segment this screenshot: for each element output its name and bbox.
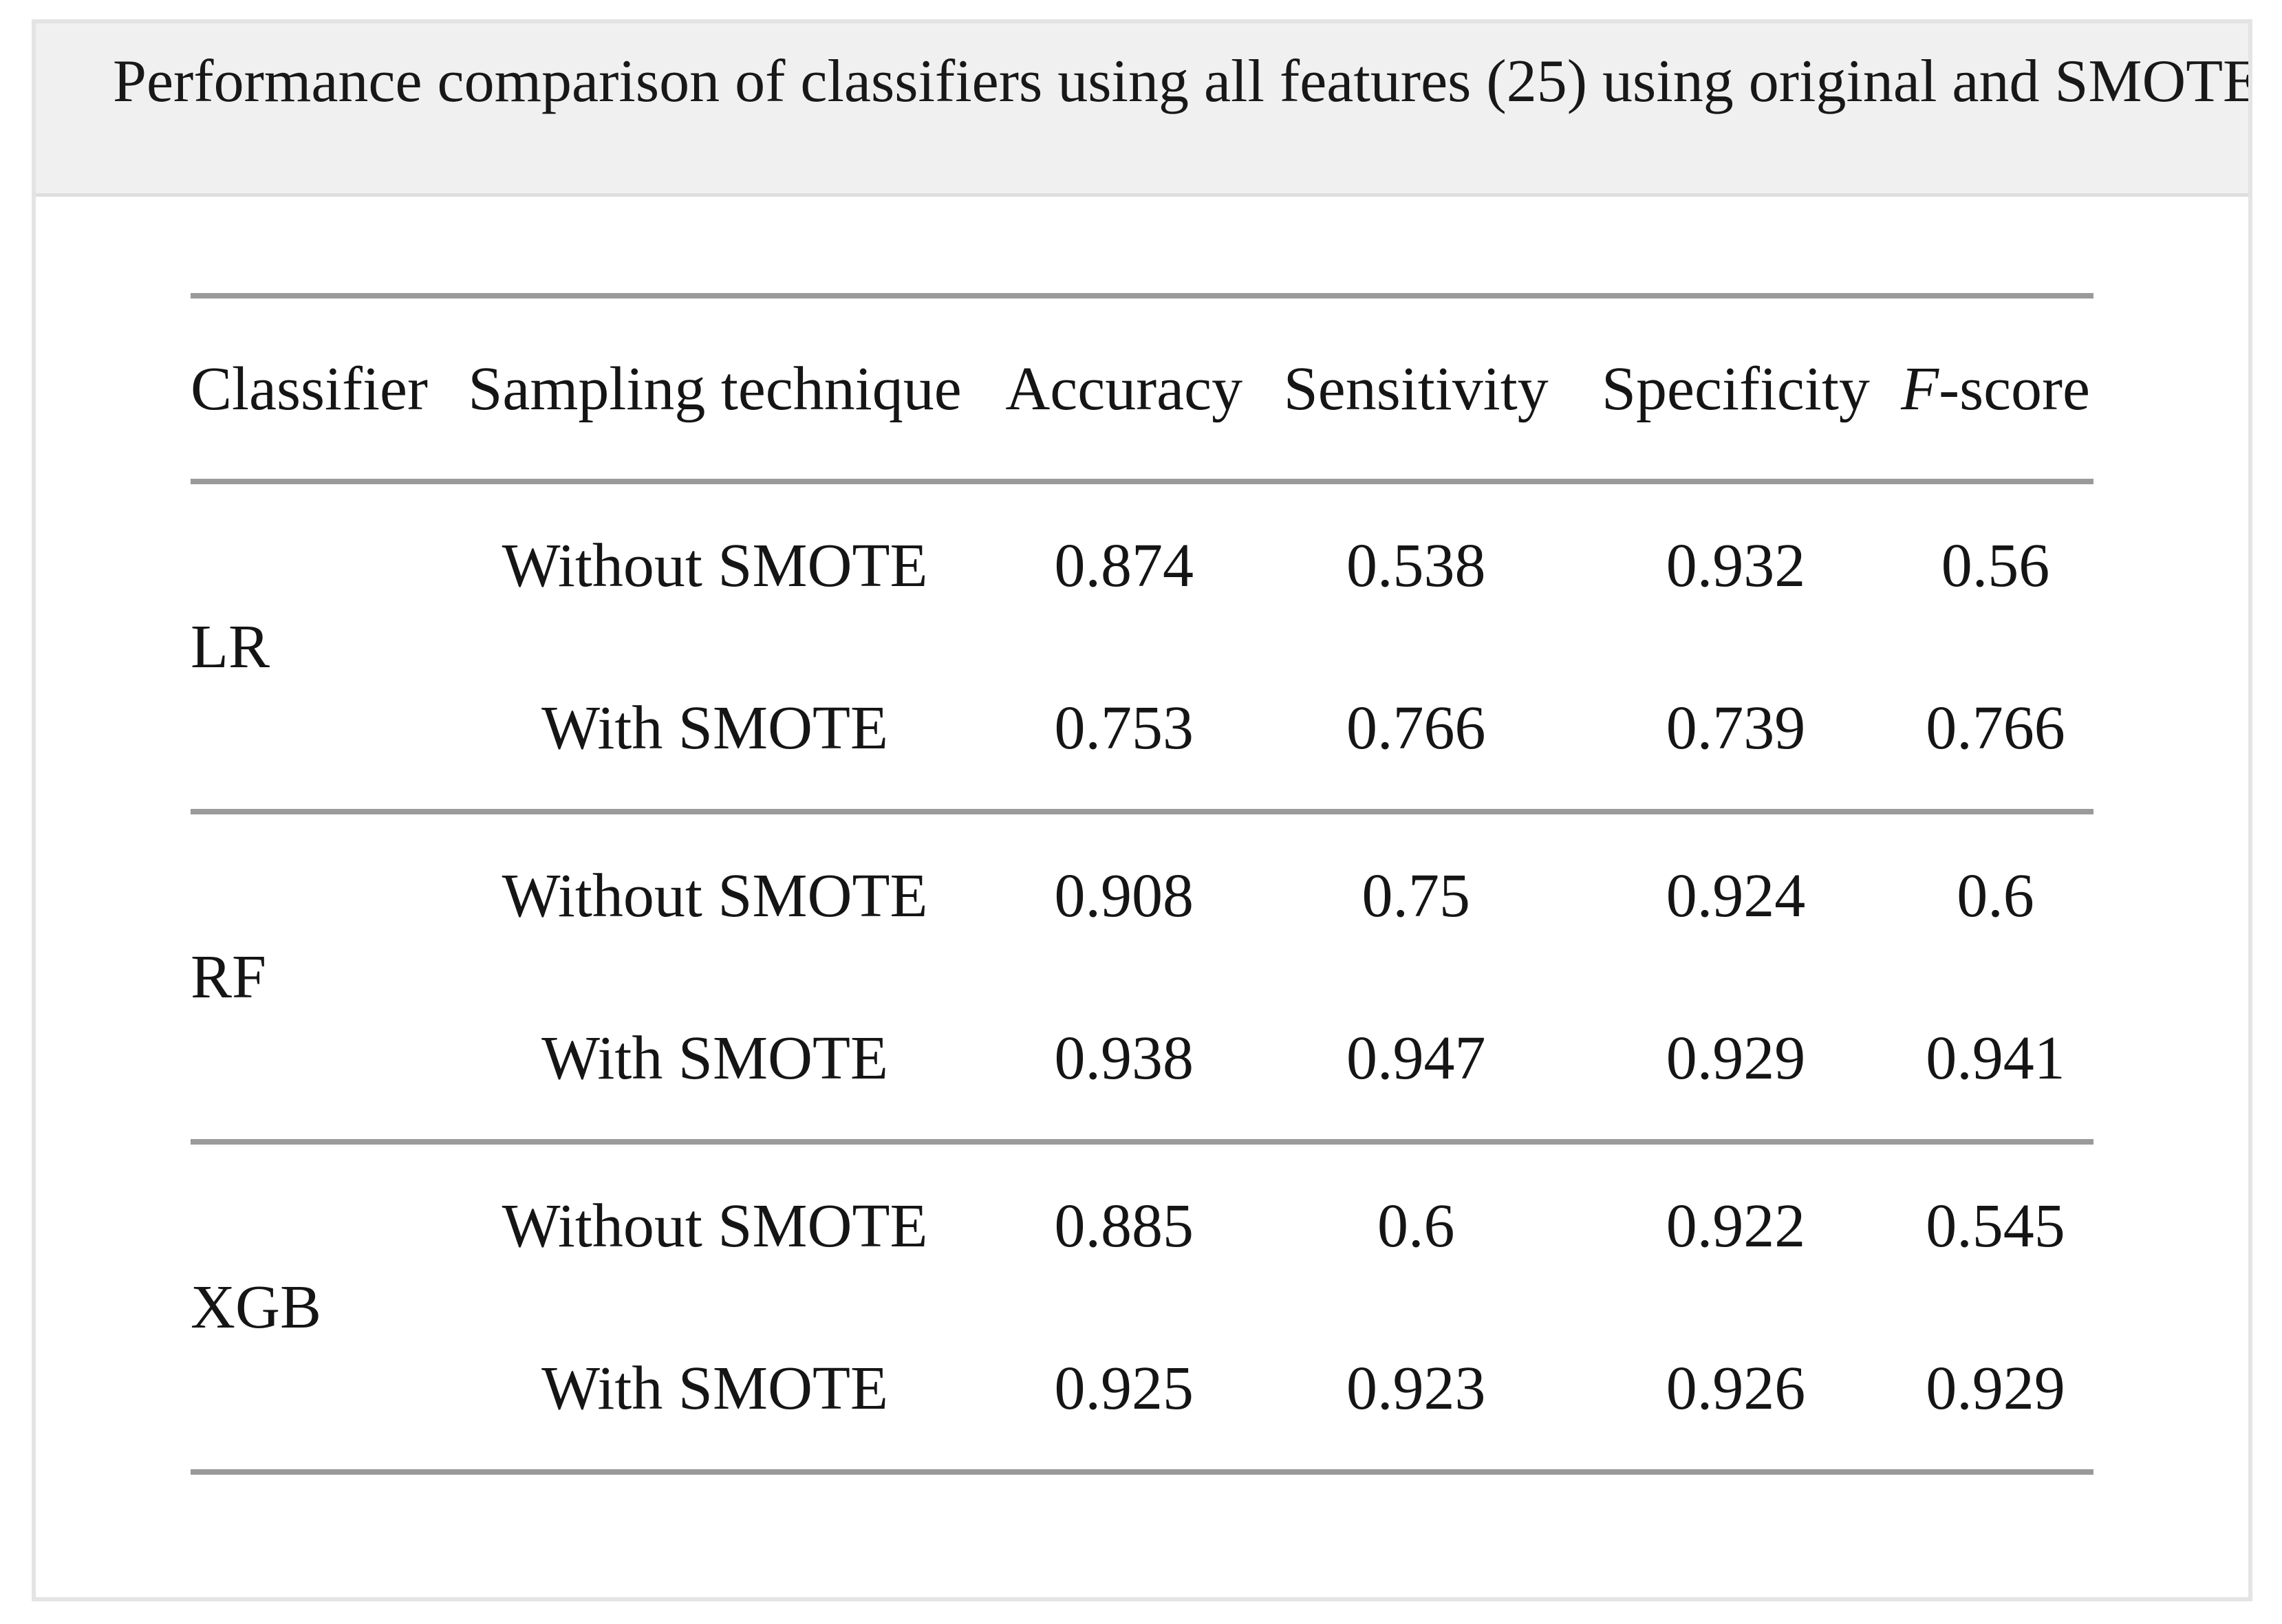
- value-cell: 0.885: [1054, 1191, 1194, 1260]
- section-xgb: XGB Without SMOTE 0.885 0.6 0.922 0.545 …: [191, 1142, 2093, 1472]
- sampling-cell: Without SMOTE: [502, 531, 928, 600]
- results-table: Classifier Sampling technique Accuracy S…: [191, 293, 2093, 1475]
- value-cell: 0.538: [1346, 531, 1486, 600]
- value-cell: 0.874: [1054, 531, 1194, 600]
- sampling-cell: Without SMOTE: [502, 1191, 928, 1260]
- value-cell: 0.908: [1054, 861, 1194, 930]
- table-row: With SMOTE 0.753 0.766 0.739 0.766: [191, 647, 2093, 812]
- col-header-accuracy: Accuracy: [1005, 354, 1243, 423]
- value-cell: 0.766: [1926, 693, 2065, 762]
- value-cell: 0.545: [1926, 1191, 2065, 1260]
- fscore-rest: -score: [1939, 354, 2090, 423]
- value-cell: 0.6: [1957, 861, 2034, 930]
- value-cell: 0.932: [1666, 531, 1806, 600]
- value-cell: 0.753: [1054, 693, 1194, 762]
- section-lr: LR Without SMOTE 0.874 0.538 0.932 0.56 …: [191, 481, 2093, 812]
- value-cell: 0.924: [1666, 861, 1806, 930]
- sampling-cell: With SMOTE: [541, 1024, 888, 1092]
- value-cell: 0.929: [1926, 1354, 2065, 1422]
- sampling-cell: With SMOTE: [541, 693, 888, 762]
- table-header: Classifier Sampling technique Accuracy S…: [191, 296, 2093, 481]
- value-cell: 0.947: [1346, 1024, 1486, 1092]
- value-cell: 0.766: [1346, 693, 1486, 762]
- col-header-specificity: Specificity: [1602, 354, 1870, 423]
- col-header-sampling: Sampling technique: [468, 354, 962, 423]
- table-row: LR Without SMOTE 0.874 0.538 0.932 0.56: [191, 481, 2093, 681]
- table-container: Classifier Sampling technique Accuracy S…: [191, 293, 2093, 1475]
- table-panel: Performance comparison of classifiers us…: [32, 19, 2252, 1601]
- value-cell: 0.926: [1666, 1354, 1806, 1422]
- sampling-cell: Without SMOTE: [502, 861, 928, 930]
- value-cell: 0.929: [1666, 1024, 1806, 1092]
- header-row: Classifier Sampling technique Accuracy S…: [191, 296, 2093, 481]
- value-cell: 0.941: [1926, 1024, 2065, 1092]
- col-header-sensitivity: Sensitivity: [1283, 354, 1549, 423]
- value-cell: 0.56: [1941, 531, 2050, 600]
- value-cell: 0.739: [1666, 693, 1806, 762]
- table-row: With SMOTE 0.925 0.923 0.926 0.929: [191, 1307, 2093, 1472]
- value-cell: 0.925: [1054, 1354, 1194, 1422]
- table-row: XGB Without SMOTE 0.885 0.6 0.922 0.545: [191, 1142, 2093, 1341]
- classifier-cell: XGB: [191, 1273, 322, 1341]
- table-caption: Performance comparison of classifiers us…: [36, 23, 2248, 197]
- value-cell: 0.75: [1361, 861, 1471, 930]
- col-header-fscore: F-score: [1897, 296, 2093, 481]
- value-cell: 0.6: [1377, 1191, 1455, 1260]
- section-rf: RF Without SMOTE 0.908 0.75 0.924 0.6 Wi…: [191, 812, 2093, 1142]
- value-cell: 0.923: [1346, 1354, 1486, 1422]
- col-header-classifier: Classifier: [191, 354, 428, 423]
- classifier-cell: RF: [191, 942, 267, 1011]
- table-row: RF Without SMOTE 0.908 0.75 0.924 0.6: [191, 812, 2093, 1011]
- classifier-cell: LR: [191, 612, 270, 681]
- sampling-cell: With SMOTE: [541, 1354, 888, 1422]
- fscore-italic-f: F: [1901, 354, 1939, 423]
- value-cell: 0.922: [1666, 1191, 1806, 1260]
- value-cell: 0.938: [1054, 1024, 1194, 1092]
- table-row: With SMOTE 0.938 0.947 0.929 0.941: [191, 977, 2093, 1142]
